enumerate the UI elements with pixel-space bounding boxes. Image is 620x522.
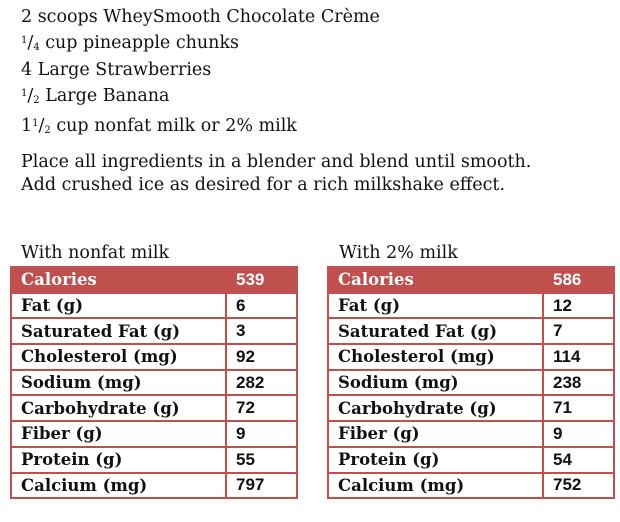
table-row: Sodium (mg) 238 [327, 368, 615, 397]
nutrient-value: 3 [225, 317, 298, 346]
nutrient-name: Calcium (mg) [327, 471, 544, 500]
table-row: Calcium (mg) 752 [327, 471, 615, 500]
table-label-nonfat: With nonfat milk [21, 243, 170, 263]
nutrient-name: Cholesterol (mg) [327, 343, 544, 371]
nutrient-name: Sodium (mg) [10, 368, 227, 397]
nutrient-name: Carbohydrate (g) [10, 394, 227, 423]
nutrient-value: 114 [542, 343, 615, 371]
nutrient-name: Fat (g) [327, 291, 544, 320]
nutrient-value: 6 [225, 291, 298, 320]
nutrition-table-nonfat: Calories 539 Fat (g) 6 Saturated Fat (g) 3 Cho… [10, 266, 298, 500]
nutrient-name: Carbohydrate (g) [327, 394, 544, 423]
table-row: Cholesterol (mg) 92 [10, 343, 298, 371]
instruction-line: Place all ingredients in a blender and b… [21, 152, 532, 172]
instructions: Place all ingredients in a blender and b… [21, 151, 531, 197]
table-row: Fat (g) 12 [327, 291, 615, 320]
nutrient-value: 539 [225, 266, 298, 294]
nutrient-name: Calcium (mg) [10, 471, 227, 500]
nutrient-name: Fat (g) [10, 291, 227, 320]
table-row: Carbohydrate (g) 72 [10, 394, 298, 423]
nutrient-value: 282 [225, 368, 298, 397]
nutrient-value: 9 [225, 420, 298, 448]
nutrient-name: Saturated Fat (g) [327, 317, 544, 346]
fraction: 1/2 [21, 86, 40, 106]
nutrient-name: Calories [327, 266, 544, 294]
nutrient-value: 55 [225, 445, 298, 474]
table-row: Fiber (g) 9 [10, 420, 298, 448]
nutrient-name: Fiber (g) [327, 420, 544, 448]
nutrient-name: Protein (g) [327, 445, 544, 474]
ingredient-item: 4 Large Strawberries [21, 60, 212, 80]
nutrient-name: Fiber (g) [10, 420, 227, 448]
nutrient-value: 12 [542, 291, 615, 320]
nutrient-value: 238 [542, 368, 615, 397]
table-row: Saturated Fat (g) 7 [327, 317, 615, 346]
nutrient-value: 752 [542, 471, 615, 500]
table-row: Fiber (g) 9 [327, 420, 615, 448]
table-row: Calories 539 [10, 266, 298, 294]
nutrient-name: Cholesterol (mg) [10, 343, 227, 371]
nutrient-value: 797 [225, 471, 298, 500]
table-row: Calcium (mg) 797 [10, 471, 298, 500]
fraction: 1/4 [21, 33, 40, 53]
nutrient-value: 72 [225, 394, 298, 423]
ingredient-item: 2 scoops WheySmooth Chocolate Crème [21, 7, 380, 27]
nutrition-table-2pct: Calories 586 Fat (g) 12 Saturated Fat (g) 7 Ch… [327, 266, 615, 500]
ingredient-item: 1/4 cup pineapple chunks [21, 33, 240, 53]
nutrient-value: 71 [542, 394, 615, 423]
table-row: Sodium (mg) 282 [10, 368, 298, 397]
table-row: Saturated Fat (g) 3 [10, 317, 298, 346]
ingredient-item: 11/2 cup nonfat milk or 2% milk [21, 116, 297, 136]
table-row: Protein (g) 54 [327, 445, 615, 474]
nutrient-value: 92 [225, 343, 298, 371]
nutrient-value: 586 [542, 266, 615, 294]
table-row: Calories 586 [327, 266, 615, 294]
ingredient-list: 2 scoops WheySmooth Chocolate Crème 1/4 c… [21, 6, 380, 142]
nutrient-value: 9 [542, 420, 615, 448]
nutrient-name: Saturated Fat (g) [10, 317, 227, 346]
nutrient-value: 7 [542, 317, 615, 346]
fraction: 1/2 [32, 116, 51, 136]
table-row: Cholesterol (mg) 114 [327, 343, 615, 371]
nutrient-value: 54 [542, 445, 615, 474]
table-row: Protein (g) 55 [10, 445, 298, 474]
nutrient-name: Calories [10, 266, 227, 294]
nutrient-name: Protein (g) [10, 445, 227, 474]
table-label-2pct: With 2% milk [339, 243, 458, 263]
instruction-line: Add crushed ice as desired for a rich mi… [21, 175, 506, 195]
ingredient-item: 1/2 Large Banana [21, 86, 170, 106]
table-row: Fat (g) 6 [10, 291, 298, 320]
nutrient-name: Sodium (mg) [327, 368, 544, 397]
table-row: Carbohydrate (g) 71 [327, 394, 615, 423]
